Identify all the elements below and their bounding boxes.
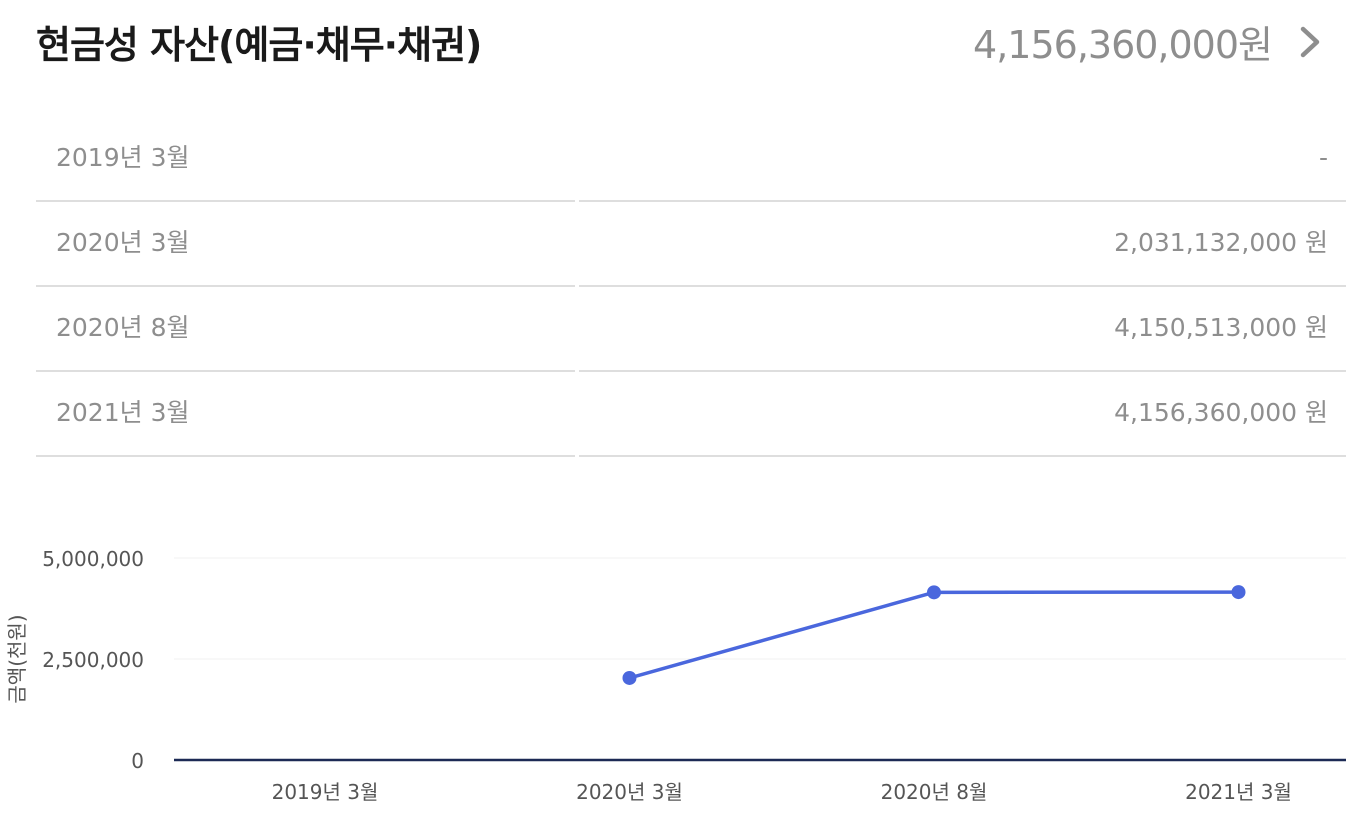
data-point	[927, 585, 941, 600]
total-link[interactable]: 4,156,360,000원	[973, 14, 1328, 69]
table-row: 2020년 8월 4,150,513,000 원	[36, 287, 1346, 372]
row-amount: 4,150,513,000 원	[1114, 313, 1328, 342]
table-row: 2021년 3월 4,156,360,000 원	[36, 372, 1346, 457]
row-divider	[579, 455, 1346, 457]
y-axis-label: 금액(천원)	[5, 614, 29, 703]
row-date: 2021년 3월	[56, 398, 190, 427]
chevron-right-icon[interactable]	[1298, 24, 1328, 60]
x-tick-label: 2020년 8월	[881, 780, 988, 804]
row-divider	[36, 455, 575, 457]
y-tick-label: 0	[131, 749, 144, 773]
yearly-table: 2019년 3월 - 2020년 3월 2,031,132,000 원 2020…	[36, 117, 1346, 457]
y-tick-label: 5,000,000	[42, 547, 144, 571]
x-tick-label: 2019년 3월	[272, 780, 379, 804]
page-title: 현금성 자산(예금·채무·채권)	[36, 23, 482, 67]
row-divider	[36, 285, 575, 287]
table-row: 2019년 3월 -	[36, 117, 1346, 202]
row-divider	[579, 285, 1346, 287]
series-line	[629, 590, 1239, 680]
data-point	[1231, 585, 1246, 600]
header: 현금성 자산(예금·채무·채권) 4,156,360,000원	[36, 0, 1328, 90]
row-divider	[36, 200, 575, 202]
row-amount: 4,156,360,000 원	[1114, 398, 1328, 427]
row-divider	[579, 370, 1346, 372]
row-divider	[579, 200, 1346, 202]
row-amount: 2,031,132,000 원	[1114, 228, 1328, 257]
row-divider	[36, 370, 575, 372]
row-date: 2019년 3월	[56, 143, 190, 172]
row-date: 2020년 8월	[56, 313, 190, 342]
row-date: 2020년 3월	[56, 228, 190, 257]
x-tick-label: 2021년 3월	[1185, 780, 1292, 804]
data-point	[622, 670, 637, 685]
total-amount: 4,156,360,000원	[973, 23, 1273, 67]
row-amount: -	[1318, 143, 1328, 172]
y-tick-label: 2,500,000	[42, 648, 144, 672]
x-tick-label: 2020년 3월	[576, 780, 683, 804]
table-row: 2020년 3월 2,031,132,000 원	[36, 202, 1346, 287]
